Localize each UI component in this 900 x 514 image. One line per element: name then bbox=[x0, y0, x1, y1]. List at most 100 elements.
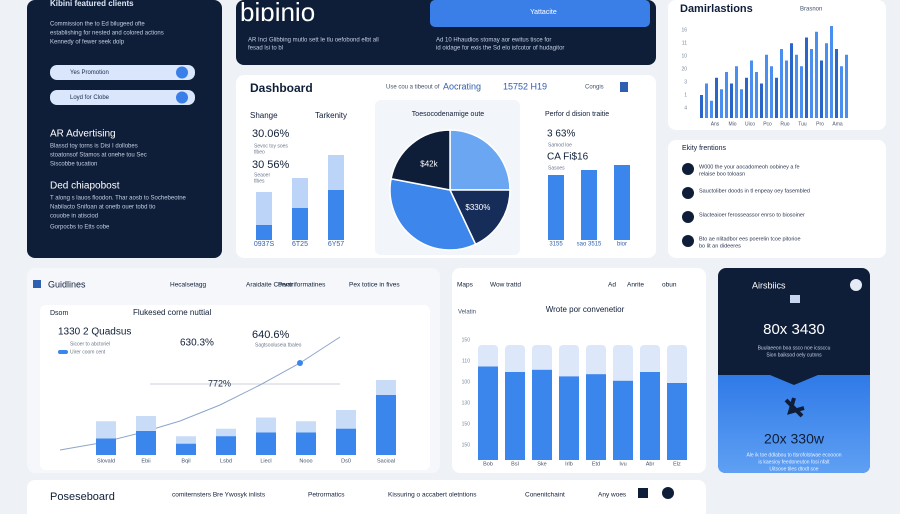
x-tick-label: Ske bbox=[537, 461, 546, 467]
x-tick-label: Ivu bbox=[619, 461, 626, 467]
card-title: Dashboard bbox=[250, 81, 313, 95]
banner-button[interactable] bbox=[430, 0, 650, 27]
bar bbox=[614, 165, 630, 240]
x-tick-label: Bqil bbox=[181, 458, 190, 464]
stat-note: Ale ik toe ddlabou to tlsrofolstwae ecoo… bbox=[746, 452, 841, 458]
bar bbox=[667, 383, 687, 460]
bar bbox=[292, 208, 308, 240]
stat-note: is kaesioy feedoneuton fosi nfalt bbox=[758, 459, 830, 465]
analytics-icon[interactable] bbox=[850, 279, 862, 291]
x-tick-label: Nooo bbox=[299, 458, 312, 464]
footer-bar bbox=[27, 480, 706, 514]
bar bbox=[96, 438, 116, 455]
x-tick-label: 3155 bbox=[549, 242, 563, 248]
x-tick-label: 0937S bbox=[254, 241, 275, 248]
bar bbox=[805, 37, 808, 118]
y-tick-label: 4 bbox=[684, 105, 687, 111]
bar bbox=[745, 77, 748, 118]
header-icon bbox=[620, 82, 628, 92]
legend-chip bbox=[58, 350, 68, 354]
footer-item: Petrormatics bbox=[308, 492, 345, 499]
bar bbox=[532, 369, 552, 460]
header-text: Aocrating bbox=[443, 81, 481, 91]
x-tick-label: Ebii bbox=[141, 458, 150, 464]
bar bbox=[795, 54, 798, 118]
x-tick-label: Irlb bbox=[565, 461, 573, 467]
bar bbox=[256, 432, 276, 455]
bar bbox=[780, 49, 783, 118]
footer-icon[interactable] bbox=[638, 488, 648, 498]
activity-icon bbox=[682, 211, 694, 223]
stat: 20x 330w bbox=[764, 431, 825, 447]
y-tick-label: 100 bbox=[462, 379, 471, 385]
bar bbox=[815, 31, 818, 118]
section-title: AR Advertising bbox=[50, 129, 116, 140]
x-tick-label: bior bbox=[617, 242, 627, 248]
x-tick-label: Bsl bbox=[511, 461, 519, 467]
section-label: Shange bbox=[250, 111, 278, 120]
banner-text: id oidage for exis the Sd elo isfcotor o… bbox=[436, 46, 564, 52]
activity-icon bbox=[682, 187, 694, 199]
footer-title: Poseseboard bbox=[50, 491, 115, 503]
x-tick-label: Slovald bbox=[97, 458, 115, 464]
x-tick-label: Ruo bbox=[780, 121, 789, 127]
stat-note: Buulaeeon boa ssco noe icssccu bbox=[758, 345, 831, 351]
analytics-glyph bbox=[790, 295, 800, 303]
activity-icon bbox=[682, 235, 694, 247]
sidebar-button[interactable] bbox=[50, 65, 195, 80]
button-label: Yes Promotion bbox=[70, 70, 109, 76]
tab: Wow trattd bbox=[490, 282, 521, 289]
bar bbox=[835, 49, 838, 118]
footer-icon[interactable] bbox=[662, 487, 674, 499]
bar bbox=[750, 60, 753, 118]
sidebar-text: Commission the to Ed bilugeed ofte bbox=[50, 22, 145, 28]
tab: Anrite bbox=[627, 282, 644, 289]
bar bbox=[559, 376, 579, 460]
bar bbox=[586, 374, 606, 460]
sidebar-text: Kennedy of fewer seek dolp bbox=[50, 40, 125, 46]
activity-text: Sauctoliber doods in tl enpeay oey fasem… bbox=[699, 188, 810, 194]
bar bbox=[548, 175, 564, 240]
stat-note: tlbes bbox=[254, 178, 265, 184]
bar bbox=[640, 372, 660, 460]
bar bbox=[376, 395, 396, 455]
x-tick-label: Elz bbox=[673, 461, 681, 467]
sidebar-button[interactable] bbox=[50, 90, 195, 105]
header-text: Congis bbox=[585, 85, 604, 91]
x-tick-label: Bob bbox=[483, 461, 493, 467]
bar bbox=[700, 95, 703, 118]
y-tick-label: 1 bbox=[684, 92, 687, 98]
banner-text: AR Inci Glibbing mutlo sett le tlu oefob… bbox=[248, 38, 379, 44]
bar bbox=[825, 43, 828, 118]
x-tick-label: Liecl bbox=[260, 458, 271, 464]
bar bbox=[725, 72, 728, 118]
x-tick-label: Uico bbox=[745, 121, 755, 127]
sidebar-footer: Gorpocbs to Etts cobe bbox=[50, 225, 110, 231]
bar bbox=[730, 83, 733, 118]
section-text: T along s lauos floodon. Thar aosb to So… bbox=[50, 196, 187, 202]
tab: Araidaite Corvar bbox=[246, 282, 294, 289]
x-tick-label: sao 3515 bbox=[577, 242, 602, 248]
sidebar-panel bbox=[27, 0, 222, 258]
activity-text: Slacteaioer ferosseassor enrso to biosoi… bbox=[699, 212, 805, 218]
x-tick-label: 6Y57 bbox=[328, 241, 344, 248]
bar bbox=[136, 431, 156, 455]
bar bbox=[505, 372, 525, 460]
bar bbox=[760, 83, 763, 118]
bar bbox=[613, 380, 633, 460]
bar bbox=[845, 54, 848, 118]
y-tick-label: 11 bbox=[682, 40, 687, 46]
x-tick-label: Sacioal bbox=[377, 458, 395, 464]
bar bbox=[176, 443, 196, 455]
stat-note: Sasoes bbox=[548, 165, 565, 171]
y-tick-label: 150 bbox=[462, 442, 471, 448]
tab: Hecalsetagg bbox=[170, 282, 207, 289]
brand: biɒinio bbox=[240, 0, 315, 27]
footer-item: Any woes bbox=[598, 492, 627, 499]
x-tick-label: Pco bbox=[763, 121, 772, 127]
stat: CA Fi$16 bbox=[547, 152, 589, 163]
plane-icon bbox=[784, 397, 805, 418]
card-label: Dsom bbox=[50, 310, 68, 317]
header-text: 15752 H19 bbox=[503, 81, 547, 91]
bar bbox=[765, 54, 768, 118]
